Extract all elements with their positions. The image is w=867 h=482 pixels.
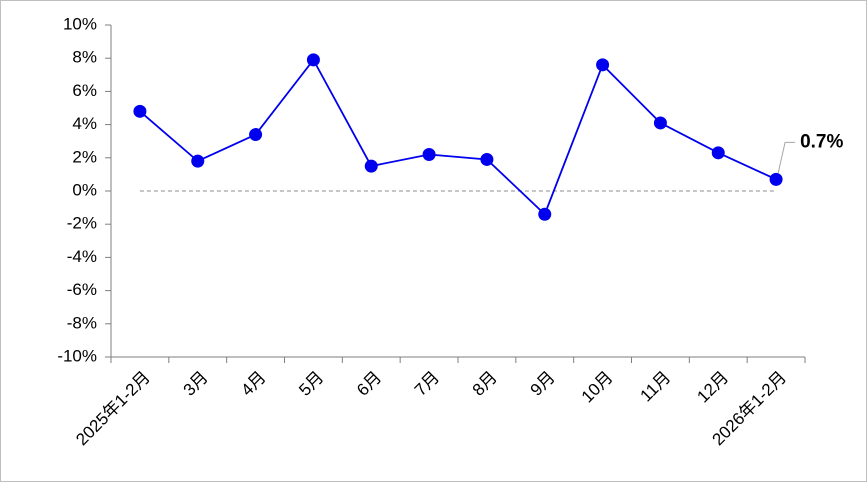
y-tick-label: 2% (72, 147, 97, 166)
y-tick-label: -8% (67, 313, 97, 332)
y-tick-label: 0% (72, 180, 97, 199)
y-tick-label: -10% (57, 346, 97, 365)
data-point (306, 53, 320, 67)
data-label: 0.7% (800, 131, 843, 152)
data-point (249, 128, 263, 142)
data-point (480, 152, 494, 166)
y-tick-label: -6% (67, 280, 97, 299)
data-point (769, 172, 783, 186)
data-point (364, 159, 378, 173)
data-point (133, 104, 147, 118)
y-tick-label: 8% (72, 48, 97, 67)
y-tick-label: 4% (72, 114, 97, 133)
data-point (596, 58, 610, 72)
y-tick-label: -4% (67, 247, 97, 266)
data-point (191, 154, 205, 168)
data-point (538, 207, 552, 221)
y-tick-label: -2% (67, 214, 97, 233)
label-leader (777, 141, 796, 174)
data-point (711, 146, 725, 160)
y-tick-label: 6% (72, 81, 97, 100)
y-tick-label: 10% (63, 14, 97, 33)
data-point (422, 147, 436, 161)
data-point (653, 116, 667, 130)
series-line (139, 58, 777, 216)
